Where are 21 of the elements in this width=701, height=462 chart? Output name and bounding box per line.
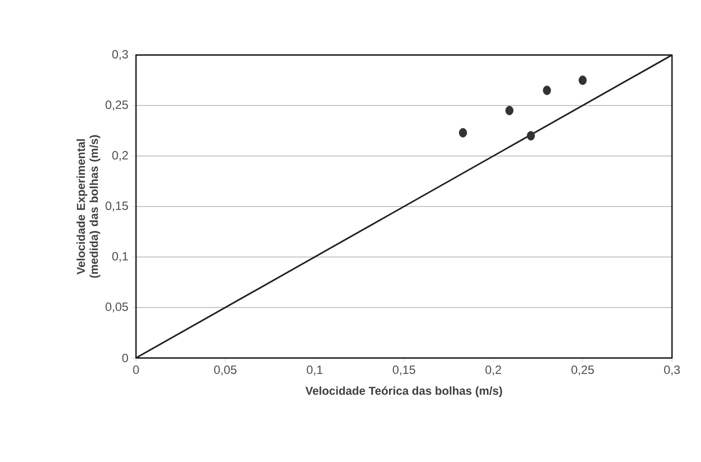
x-tick-label: 0,15 [392,366,416,376]
x-tick-label: 0,3 [664,366,680,376]
y-tick-label: 0,25 [106,100,128,110]
x-tick-label: 0,05 [214,366,237,376]
y-tick-label: 0,2 [112,151,128,161]
x-axis-title: Velocidade Teórica das bolhas (m/s) [305,386,502,398]
point [505,106,514,116]
y-tick-label: 0,15 [106,202,128,212]
x-tick-label: 0,25 [571,366,594,376]
point [578,76,587,85]
x-tick-label: 0 [133,366,139,374]
point [458,128,467,138]
y-tick-label: 0,1 [112,252,128,262]
y-tick-label: 0 [122,354,128,362]
y-axis-title: Velocidade Experimental (medida) das bolhas (m/s) [76,135,100,278]
y-tick-label: 0,05 [106,302,128,312]
point [526,131,535,140]
point [542,86,551,96]
x-tick-label: 0,2 [485,366,502,376]
y-tick-label: 0,3 [112,50,128,60]
x-tick-label: 0,1 [306,366,322,376]
